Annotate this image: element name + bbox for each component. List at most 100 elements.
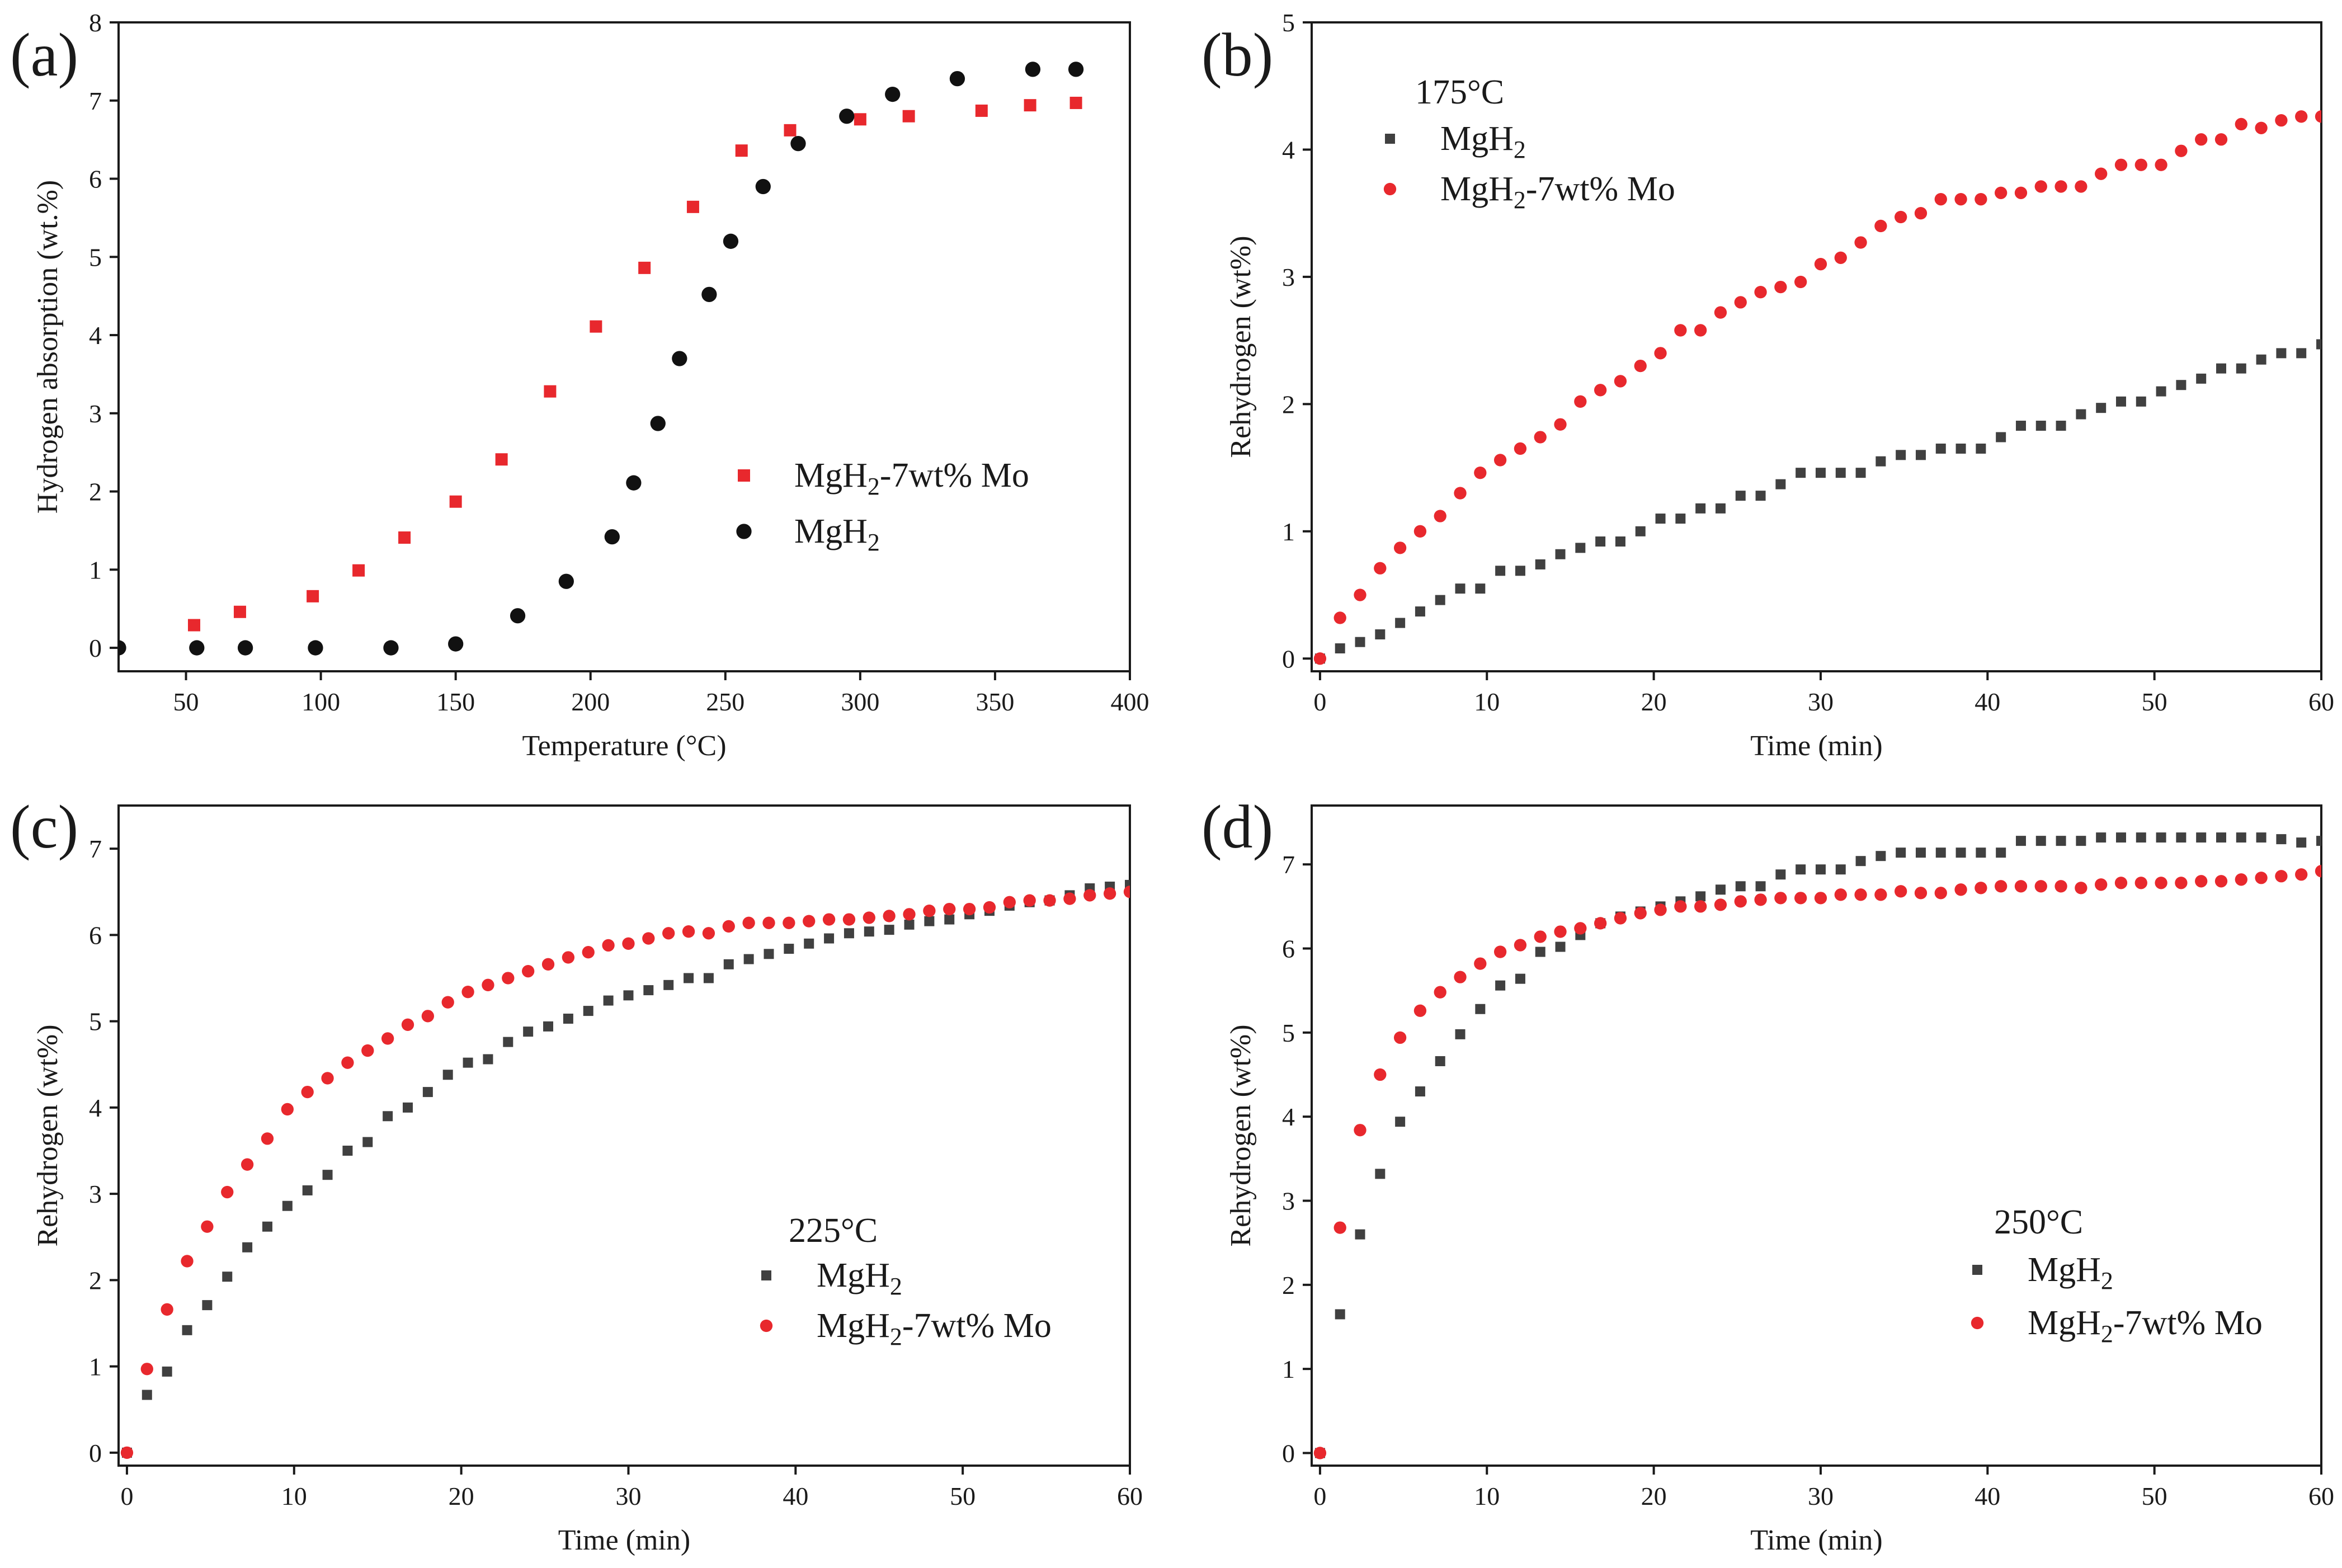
data-point-mo: [187, 619, 200, 632]
data-point-mo: [2255, 872, 2268, 884]
y-tick-label: 1: [1282, 1355, 1295, 1383]
y-tick-label: 6: [89, 921, 102, 949]
data-point-mgh2: [523, 1027, 534, 1037]
y-tick-label: 1: [89, 1353, 102, 1381]
data-point-mo: [1674, 900, 1687, 913]
data-point-mgh2: [1695, 503, 1706, 514]
y-axis-label: Rehydrogen (wt%): [1225, 1024, 1257, 1246]
data-point-mo: [883, 910, 896, 922]
data-point-mgh2: [383, 640, 399, 656]
data-point-mgh2: [701, 286, 717, 303]
panel-label: (a): [10, 21, 78, 89]
x-tick-label: 60: [1117, 1482, 1143, 1510]
data-point-mgh2: [2316, 339, 2321, 350]
data-point-mgh2: [222, 1272, 233, 1282]
data-point-mo: [1514, 442, 1527, 455]
data-point-mo: [1914, 887, 1928, 900]
data-point-mo: [1393, 541, 1407, 554]
legend-marker-mgh2: [1972, 1265, 1982, 1275]
data-point-mo: [2114, 877, 2128, 889]
data-point-mo: [281, 1103, 294, 1116]
data-point-mgh2: [1375, 1169, 1386, 1179]
plot-frame: [117, 21, 1131, 672]
data-point-mo: [702, 927, 715, 940]
x-tick-label: 60: [2308, 688, 2334, 716]
data-point-mgh2: [1935, 847, 1946, 858]
x-tick-label: 0: [120, 1482, 133, 1510]
data-point-mgh2: [543, 1021, 554, 1032]
data-point-mo: [854, 113, 866, 126]
x-tick-label: 50: [173, 688, 199, 716]
data-point-mgh2: [1855, 468, 1866, 478]
data-point-mgh2: [2276, 834, 2287, 845]
data-point-mgh2: [684, 973, 694, 983]
data-point-mgh2: [1796, 468, 1806, 478]
data-point-mo: [1674, 324, 1687, 337]
data-point-mo: [2295, 110, 2308, 123]
data-point-mgh2: [1435, 595, 1445, 605]
data-point-mo: [201, 1220, 214, 1233]
data-point-mo: [241, 1158, 254, 1171]
data-point-mo: [181, 1255, 194, 1268]
data-point-mgh2: [2296, 837, 2307, 848]
data-point-mo: [2195, 875, 2208, 888]
data-point-mo: [341, 1056, 354, 1069]
data-point-mgh2: [1575, 543, 1586, 553]
data-point-mo: [1554, 418, 1567, 431]
data-point-mo: [1123, 886, 1130, 898]
data-point-mo: [1694, 900, 1707, 913]
data-point-mo: [1514, 939, 1527, 952]
data-point-mgh2: [2076, 836, 2086, 846]
data-point-mo: [2275, 114, 2288, 127]
x-tick-label: 10: [1474, 688, 1500, 716]
data-point-mo: [1413, 1004, 1427, 1017]
data-point-mgh2: [1715, 503, 1726, 514]
data-point-mgh2: [2056, 421, 2066, 431]
x-tick-label: 100: [301, 688, 340, 716]
y-tick-label: 3: [1282, 263, 1295, 291]
x-tick-label: 200: [571, 688, 610, 716]
data-point-mo: [1934, 192, 1947, 206]
data-point-mo: [1995, 186, 2008, 199]
data-point-mgh2: [1996, 847, 2006, 858]
data-point-mgh2: [650, 416, 666, 431]
data-layer: [1313, 832, 2321, 1459]
data-point-mo: [2054, 880, 2067, 893]
data-point-mgh2: [2015, 836, 2026, 846]
data-point-mgh2: [1335, 1309, 1345, 1320]
data-point-mgh2: [1495, 980, 1506, 991]
data-point-mo: [1333, 611, 1346, 624]
data-point-mo: [983, 901, 996, 914]
data-point-mgh2: [162, 1366, 172, 1377]
panel-label: (b): [1201, 21, 1273, 89]
data-point-mo: [221, 1185, 234, 1199]
data-point-mo: [1774, 280, 1787, 294]
data-point-mo: [1734, 296, 1747, 309]
data-point-mo: [2255, 121, 2268, 134]
data-point-mo: [2014, 186, 2028, 199]
data-point-mgh2: [839, 109, 855, 124]
data-point-mo: [602, 939, 615, 952]
legend-label-mo: MgH2-7wt% Mo: [2028, 1304, 2263, 1348]
data-point-mo: [1069, 96, 1082, 109]
panel-label: (c): [10, 793, 78, 861]
data-point-mgh2: [1976, 847, 1986, 858]
data-point-mo: [1734, 895, 1747, 908]
data-point-mo: [2175, 144, 2188, 157]
panel-d: (d) 0 10 20 30 40 50 60 0 1 2 3 4 5 6 7 Time (min) Rehydr…: [1201, 793, 2334, 1556]
data-point-mo: [943, 902, 956, 916]
data-point-mgh2: [764, 949, 774, 959]
data-point-mo: [1594, 384, 1607, 397]
legend-title: 225°C: [789, 1212, 878, 1250]
data-point-mgh2: [1755, 491, 1766, 501]
data-point-mgh2: [743, 954, 754, 964]
data-point-mo: [1854, 236, 1867, 249]
data-point-mo: [642, 932, 655, 945]
data-point-mgh2: [383, 1111, 393, 1122]
data-point-mo: [762, 916, 775, 929]
y-axis-label: Rehydrogen (wt%): [32, 1024, 64, 1246]
data-point-mo: [975, 104, 988, 117]
data-point-mo: [2134, 877, 2147, 889]
panel-b: (b) 0 10 20 30 40 50 60 0 1 2 3 4 5 Time (min) Rehydrog…: [1201, 8, 2334, 762]
data-point-mo: [1003, 896, 1016, 908]
